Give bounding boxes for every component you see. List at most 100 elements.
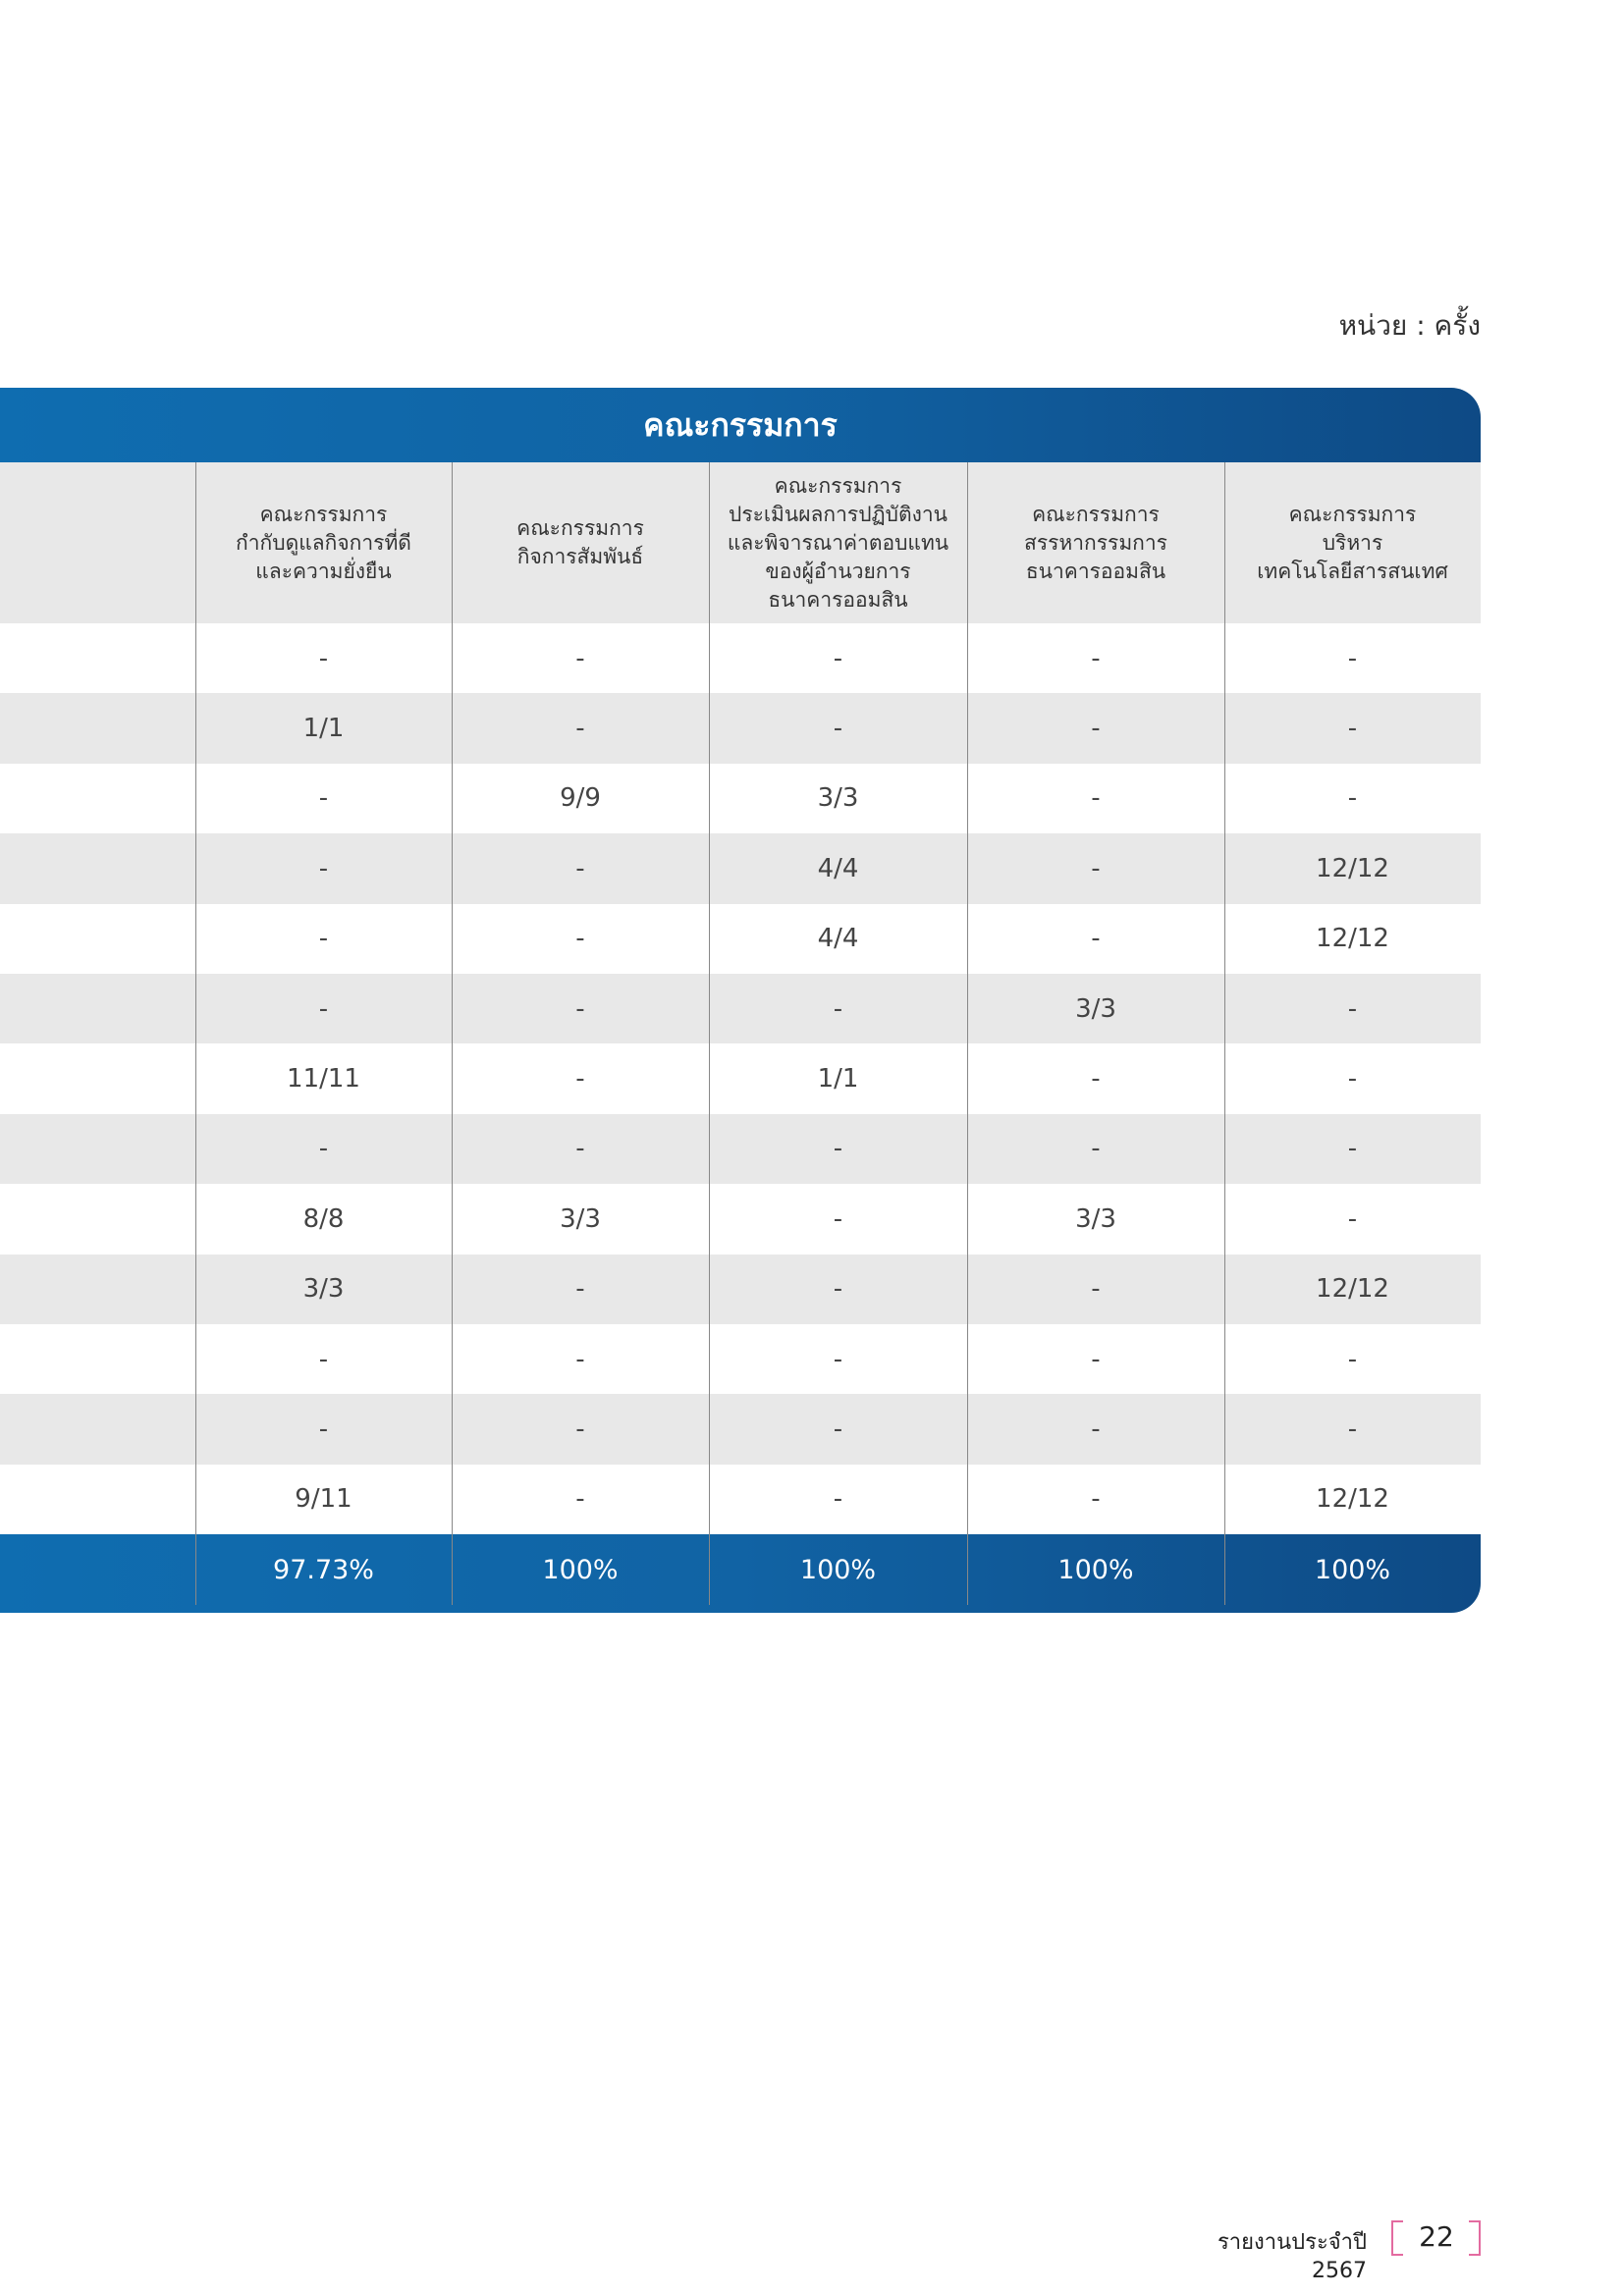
cell: 12/12 xyxy=(1316,924,1389,954)
column-header: คณะกรรมการ ประเมินผลการปฏิบัติงาน และพิจ… xyxy=(727,473,949,612)
cell: 4/4 xyxy=(817,853,859,883)
total-cell: 100% xyxy=(542,1554,619,1585)
cell: - xyxy=(1091,1344,1101,1374)
cell: - xyxy=(1091,1484,1101,1515)
total-cell: 100% xyxy=(1314,1554,1391,1585)
column-header: คณะกรรมการ กำกับดูแลกิจการที่ดี และความย… xyxy=(236,502,411,583)
unit-label: หน่วย : ครั้ง xyxy=(1338,309,1481,342)
cell: 1/1 xyxy=(817,1064,859,1095)
cell: - xyxy=(575,714,585,744)
cell: - xyxy=(575,1415,585,1445)
cell: - xyxy=(1347,993,1358,1024)
row-band xyxy=(0,1254,1481,1324)
cell: - xyxy=(575,1274,585,1305)
cell: - xyxy=(575,853,585,883)
cell: 12/12 xyxy=(1316,1484,1389,1515)
cell: - xyxy=(833,1344,843,1374)
cell: - xyxy=(1091,783,1101,814)
cell: 12/12 xyxy=(1316,1274,1389,1305)
total-cell: 100% xyxy=(799,1554,877,1585)
cell: - xyxy=(1091,1134,1101,1164)
cell: - xyxy=(318,643,329,673)
row-band xyxy=(0,903,1481,974)
cell: - xyxy=(318,924,329,954)
cell: - xyxy=(318,783,329,814)
cell: 3/3 xyxy=(560,1203,601,1234)
column-divider xyxy=(967,462,968,1606)
cell: - xyxy=(1091,924,1101,954)
cell: - xyxy=(833,714,843,744)
cell: - xyxy=(575,924,585,954)
total-cell: 100% xyxy=(1057,1554,1134,1585)
cell: 3/3 xyxy=(302,1274,345,1305)
column-divider xyxy=(452,462,453,1606)
cell: - xyxy=(833,1415,843,1445)
cell: - xyxy=(1347,1344,1358,1374)
cell: - xyxy=(1347,714,1358,744)
cell: - xyxy=(1091,1064,1101,1095)
cell: - xyxy=(1091,853,1101,883)
table: คณะกรรมการคณะกรรมการ กำกับดูแลกิจการที่ด… xyxy=(0,388,1481,1614)
cell: 3/3 xyxy=(1075,1203,1116,1234)
column-header: คณะกรรมการ สรรหากรรมการ ธนาคารออมสิน xyxy=(1024,502,1167,583)
column-divider xyxy=(1224,462,1225,1606)
cell: - xyxy=(1091,643,1101,673)
cell: 12/12 xyxy=(1316,853,1389,883)
cell: - xyxy=(575,1344,585,1374)
cell: - xyxy=(833,643,843,673)
cell: 4/4 xyxy=(817,924,859,954)
cell: 1/1 xyxy=(302,714,345,744)
row-band xyxy=(0,1113,1481,1185)
cell: - xyxy=(833,993,843,1024)
bracket-left xyxy=(1391,2220,1403,2256)
row-band xyxy=(0,833,1481,904)
cell: - xyxy=(1347,643,1358,673)
cell: - xyxy=(1091,714,1101,744)
cell: - xyxy=(575,1484,585,1515)
row-band xyxy=(0,623,1481,694)
row-band xyxy=(0,1324,1481,1395)
cell: - xyxy=(1347,1415,1358,1445)
cell: - xyxy=(1347,1134,1358,1164)
cell: - xyxy=(318,1415,329,1445)
row-band xyxy=(0,1464,1481,1535)
cell: - xyxy=(1347,783,1358,814)
cell: - xyxy=(575,1134,585,1164)
cell: 11/11 xyxy=(287,1064,360,1095)
column-header: คณะกรรมการ กิจการสัมพันธ์ xyxy=(516,516,644,568)
row-band xyxy=(0,763,1481,834)
total-cell: 97.73% xyxy=(273,1554,374,1585)
cell: - xyxy=(833,1274,843,1305)
group-header: คณะกรรมการ xyxy=(0,388,1481,462)
column-header: คณะกรรมการ บริหาร เทคโนโลยีสารสนเทศ xyxy=(1257,502,1448,583)
cell: - xyxy=(575,643,585,673)
row-band xyxy=(0,1043,1481,1114)
cell: - xyxy=(318,1344,329,1374)
cell: - xyxy=(1091,1415,1101,1445)
cell: - xyxy=(318,853,329,883)
row-band xyxy=(0,693,1481,764)
total-band xyxy=(0,1534,1481,1614)
footer-page: 22 xyxy=(1419,2220,1454,2253)
column-divider xyxy=(709,462,710,1606)
cell: 8/8 xyxy=(302,1203,345,1234)
cell: - xyxy=(833,1134,843,1164)
cell: - xyxy=(318,993,329,1024)
cell: - xyxy=(1347,1203,1358,1234)
cell: - xyxy=(1091,1274,1101,1305)
column-divider xyxy=(195,462,196,1606)
cell: - xyxy=(833,1484,843,1515)
row-band xyxy=(0,1184,1481,1255)
cell: 9/11 xyxy=(295,1484,352,1515)
cell: - xyxy=(318,1134,329,1164)
cell: - xyxy=(575,993,585,1024)
cell: - xyxy=(1347,1064,1358,1095)
cell: 3/3 xyxy=(817,783,859,814)
column-header-band xyxy=(0,462,1481,623)
cell: - xyxy=(833,1203,843,1234)
footer-report: รายงานประจำปี 2567 xyxy=(1217,2230,1367,2283)
bracket-right xyxy=(1469,2220,1481,2256)
cell: - xyxy=(575,1064,585,1095)
row-band xyxy=(0,974,1481,1044)
